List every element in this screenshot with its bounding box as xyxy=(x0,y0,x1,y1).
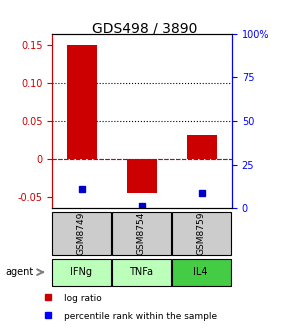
Text: TNFa: TNFa xyxy=(129,267,153,277)
Text: GSM8754: GSM8754 xyxy=(136,212,145,255)
Bar xyxy=(127,159,157,193)
Bar xyxy=(67,45,97,159)
Text: percentile rank within the sample: percentile rank within the sample xyxy=(64,312,217,322)
Text: IFNg: IFNg xyxy=(70,267,92,277)
Text: agent: agent xyxy=(6,267,34,277)
Text: GSM8759: GSM8759 xyxy=(196,212,205,255)
Text: IL4: IL4 xyxy=(193,267,208,277)
Text: GDS498 / 3890: GDS498 / 3890 xyxy=(92,22,198,36)
Text: GSM8749: GSM8749 xyxy=(76,212,85,255)
Text: log ratio: log ratio xyxy=(64,294,102,303)
Bar xyxy=(187,135,217,159)
